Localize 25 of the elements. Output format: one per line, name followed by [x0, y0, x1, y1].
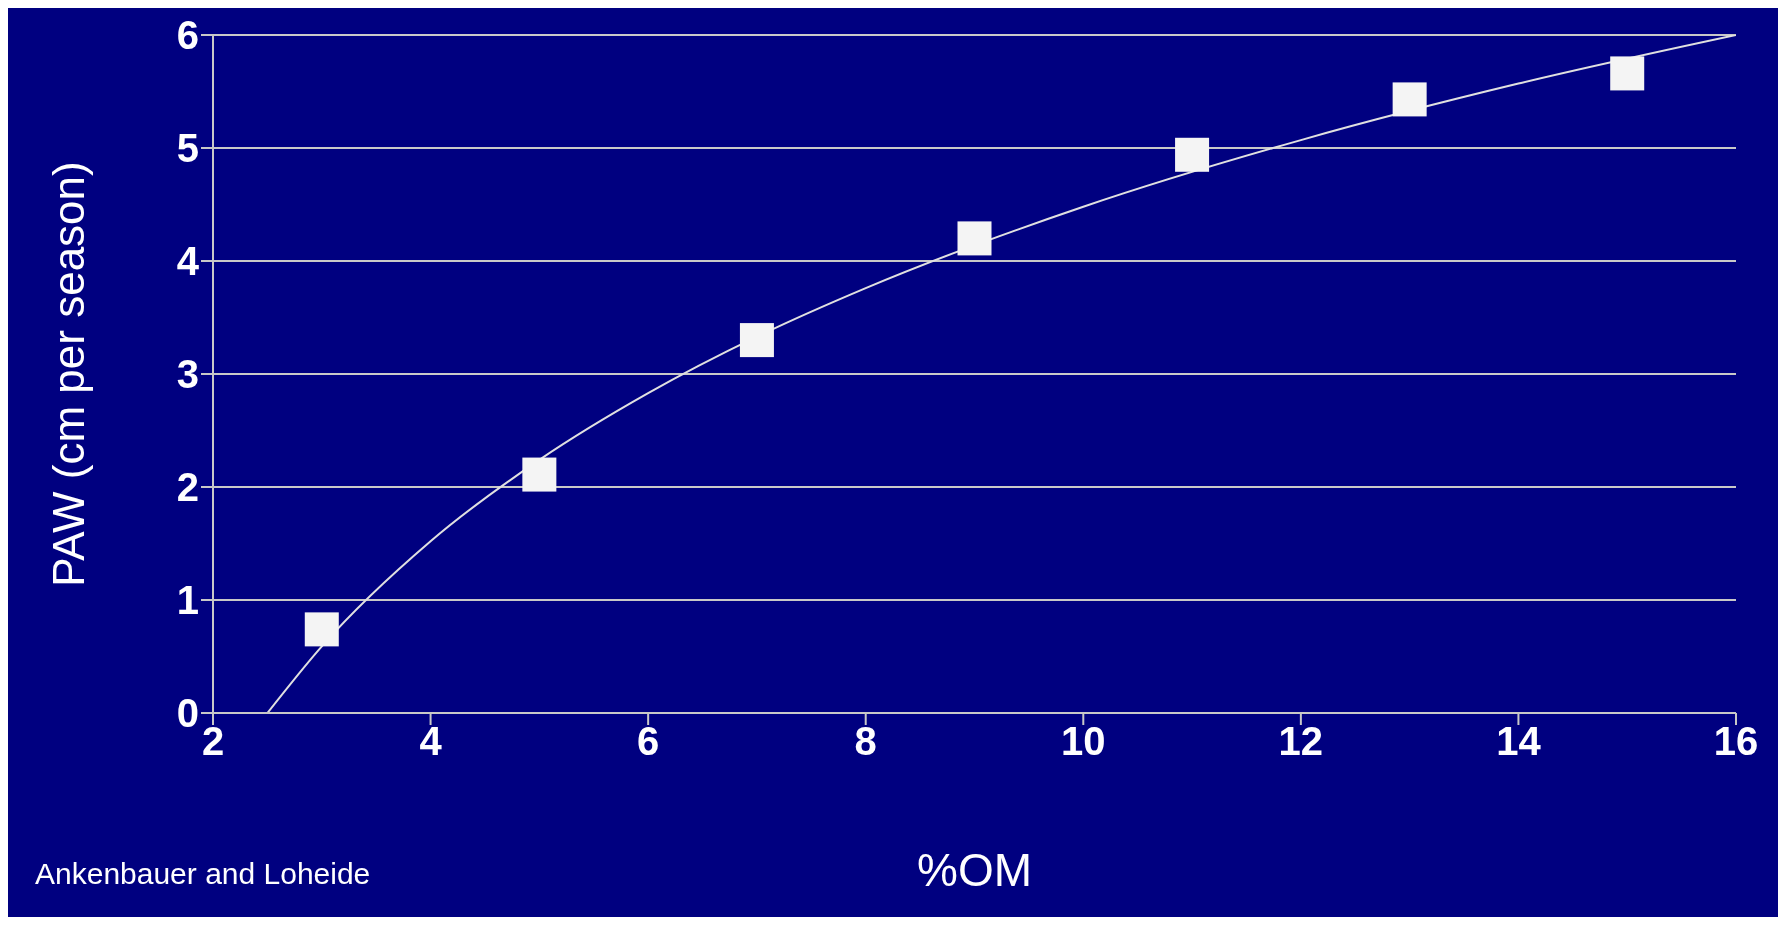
x-tick-label: 8 — [854, 719, 877, 764]
point — [304, 612, 339, 647]
x-tick-label: 10 — [1061, 719, 1106, 764]
x-tick-label: 6 — [637, 719, 660, 764]
line-series — [266, 35, 1736, 713]
x-tick-label: 16 — [1713, 719, 1759, 764]
y-tick-label: 6 — [176, 13, 199, 58]
y-tick-label: 0 — [176, 691, 199, 736]
y-axis-title: PAW (cm per season) — [43, 161, 93, 587]
y-tick-label: 3 — [176, 352, 199, 397]
y-tick-label: 1 — [176, 578, 199, 623]
point — [957, 221, 992, 256]
y-tick-label: 5 — [176, 126, 199, 171]
point — [1610, 56, 1645, 91]
y-tick-label: 2 — [176, 465, 199, 510]
x-tick-label: 4 — [419, 719, 443, 764]
x-tick-label: 12 — [1278, 719, 1324, 764]
point — [1175, 137, 1210, 172]
y-tick-label: 4 — [176, 239, 200, 284]
text: Ankenbauer and Loheide — [35, 857, 371, 891]
point — [522, 457, 557, 492]
point — [1392, 82, 1427, 117]
x-axis-title: %OM — [917, 843, 1032, 896]
x-tick-label: 14 — [1496, 719, 1542, 764]
point — [739, 323, 774, 358]
